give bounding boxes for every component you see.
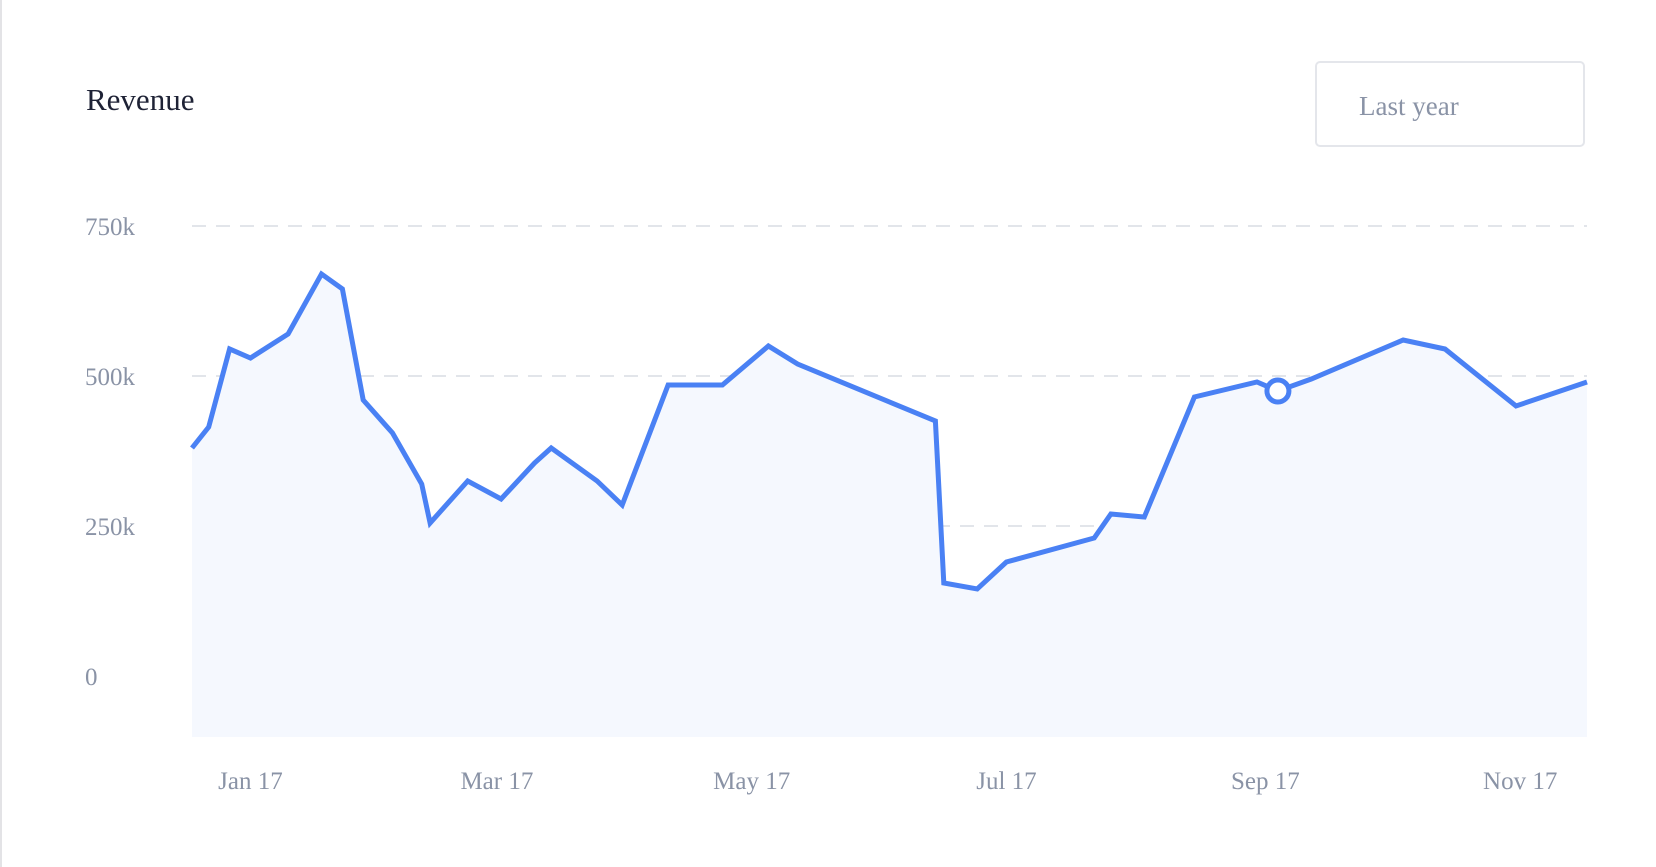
y-tick-label: 500k	[85, 364, 136, 391]
x-tick-label: Sep 17	[1231, 768, 1300, 795]
time-range-select[interactable]: Last year	[1315, 61, 1585, 147]
y-tick-label: 250k	[85, 514, 136, 541]
chart-title: Revenue	[86, 82, 195, 117]
time-range-value: Last year	[1359, 91, 1459, 121]
x-tick-label: Jan 17	[218, 768, 283, 795]
x-tick-label: May 17	[713, 768, 790, 795]
x-tick-label: Nov 17	[1483, 768, 1557, 795]
y-tick-label: 750k	[85, 214, 136, 241]
revenue-line	[190, 270, 1588, 592]
x-tick-label: Mar 17	[460, 768, 533, 795]
x-tick-label: Jul 17	[976, 768, 1036, 795]
y-tick-label: 0	[85, 664, 98, 691]
revenue-area	[192, 274, 1587, 737]
hover-point-marker[interactable]	[1264, 377, 1292, 405]
